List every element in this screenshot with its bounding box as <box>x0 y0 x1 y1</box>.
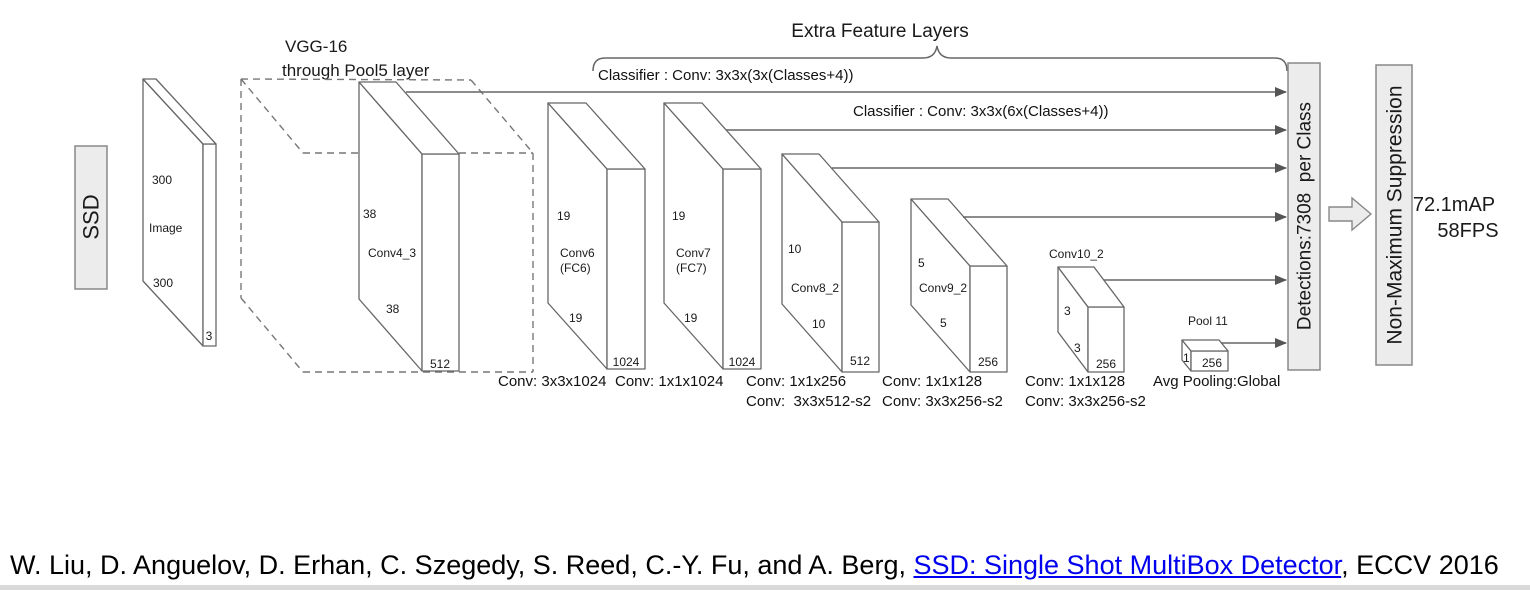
image-depth: 3 <box>206 329 213 343</box>
detections-bar <box>1287 62 1321 371</box>
image-layer-slab: 300 Image 300 3 <box>142 78 217 347</box>
pool11-depth: 256 <box>1202 356 1222 370</box>
op-pool11: Avg Pooling:Global <box>1153 373 1280 390</box>
image-side-face <box>202 143 217 347</box>
conv4_3-size-top: 38 <box>363 207 377 221</box>
op-conv9_2a: Conv: 1x1x128 <box>882 373 982 390</box>
pool11-slab: Pool 11 1 256 <box>1181 314 1229 372</box>
conv4_3-name: Conv4_3 <box>368 246 416 260</box>
result-map: 72.1mAP <box>1413 194 1495 216</box>
image-top-face <box>142 78 217 145</box>
image-size-top: 300 <box>152 173 172 187</box>
conv7-size-top: 19 <box>672 209 686 223</box>
result-fps: 58FPS <box>1437 220 1498 242</box>
op-conv10_2a: Conv: 1x1x128 <box>1025 373 1125 390</box>
ssd-architecture-diagram: Extra Feature Layers VGG-16 through Pool… <box>74 21 1499 410</box>
pool11-top-face <box>1181 339 1229 352</box>
classifier-conv6-label: Classifier : Conv: 3x3x(6x(Classes+4)) <box>853 103 1109 120</box>
conv10_2-depth: 256 <box>1096 357 1116 371</box>
pool11-name: Pool 11 <box>1188 314 1228 328</box>
citation-suffix: , ECCV 2016 <box>1341 550 1499 580</box>
bottom-edge-strip <box>0 585 1530 590</box>
conv6-side-face <box>606 168 646 370</box>
nms-label: Non-Maximum Suppression <box>1383 85 1406 344</box>
conv6-slab: 19 Conv6 (FC6) 19 1024 <box>547 102 646 370</box>
conv9_2-top-face <box>910 198 1008 267</box>
conv10_2-name: Conv10_2 <box>1049 247 1104 261</box>
op-conv6: Conv: 3x3x1024 <box>498 373 606 390</box>
op-conv9_2b: Conv: 3x3x256-s2 <box>882 393 1003 410</box>
conv9_2-size-bottom: 5 <box>940 316 947 330</box>
conv9_2-depth: 256 <box>978 355 998 369</box>
conv8_2-slab: 10 Conv8_2 10 512 <box>781 153 880 373</box>
conv6-top-face <box>547 102 646 170</box>
conv7-name2: (FC7) <box>676 261 707 275</box>
conv8_2-name: Conv8_2 <box>791 281 839 295</box>
op-conv8_2a: Conv: 1x1x256 <box>746 373 846 390</box>
conv4_3-side-face <box>421 153 460 372</box>
conv9_2-size-top: 5 <box>918 256 925 270</box>
conv6-name: Conv6 <box>560 246 595 260</box>
image-front-face <box>142 78 204 347</box>
conv4_3-size-bottom: 38 <box>386 302 400 316</box>
conv6-name2: (FC6) <box>560 261 591 275</box>
conv8_2-depth: 512 <box>850 354 870 368</box>
citation-line: W. Liu, D. Anguelov, D. Erhan, C. Szeged… <box>10 550 1525 581</box>
extra-feature-layers-title: Extra Feature Layers <box>791 21 968 42</box>
conv8_2-size-bottom: 10 <box>812 317 826 331</box>
conv10_2-size-top: 3 <box>1064 304 1071 318</box>
paper-link[interactable]: SSD: Single Shot MultiBox Detector <box>913 550 1342 580</box>
detections-label: Detections:7308 per Class <box>1295 102 1316 330</box>
classifier-conv3-label: Classifier : Conv: 3x3x(3x(Classes+4)) <box>598 67 854 84</box>
nms-bar <box>1375 64 1413 366</box>
conv6-size-top: 19 <box>557 209 571 223</box>
op-conv8_2b: Conv: 3x3x512-s2 <box>746 393 871 410</box>
image-size-bottom: 300 <box>153 276 173 290</box>
op-conv7: Conv: 1x1x1024 <box>615 373 723 390</box>
conv7-side-face <box>722 168 762 370</box>
image-name: Image <box>149 221 183 235</box>
conv10_2-size-bottom: 3 <box>1074 341 1081 355</box>
pool11-size: 1 <box>1183 351 1190 365</box>
conv9_2-slab: 5 Conv9_2 5 256 <box>910 198 1008 373</box>
ssd-input-label: SSD <box>79 194 104 239</box>
citation-prefix: W. Liu, D. Anguelov, D. Erhan, C. Szeged… <box>10 550 914 580</box>
conv7-slab: 19 Conv7 (FC7) 19 1024 <box>663 102 762 370</box>
conv9_2-name: Conv9_2 <box>919 281 967 295</box>
conv4_3-slab: 38 Conv4_3 38 512 <box>358 81 460 372</box>
vgg16-label-line2: through Pool5 layer <box>282 61 430 80</box>
conv10_2-slab: Conv10_2 3 3 256 <box>1049 247 1125 373</box>
conv8_2-side-face <box>841 221 880 373</box>
block-arrow-icon <box>1328 196 1373 232</box>
conv4_3-depth: 512 <box>430 357 450 371</box>
conv6-size-bottom: 19 <box>569 311 583 325</box>
conv7-top-face <box>663 102 762 170</box>
conv10_2-top-face <box>1057 266 1125 308</box>
vgg16-label-line1: VGG-16 <box>285 37 347 56</box>
conv8_2-size-top: 10 <box>788 242 802 256</box>
conv7-depth: 1024 <box>729 355 756 369</box>
ssd-input-box <box>74 145 108 290</box>
conv8_2-top-face <box>781 153 880 223</box>
extra-feature-layers-brace <box>592 45 1288 72</box>
conv4_3-top-face <box>358 81 460 155</box>
conv7-size-bottom: 19 <box>684 311 698 325</box>
conv7-name: Conv7 <box>676 246 711 260</box>
op-conv10_2b: Conv: 3x3x256-s2 <box>1025 393 1146 410</box>
conv6-depth: 1024 <box>613 355 640 369</box>
